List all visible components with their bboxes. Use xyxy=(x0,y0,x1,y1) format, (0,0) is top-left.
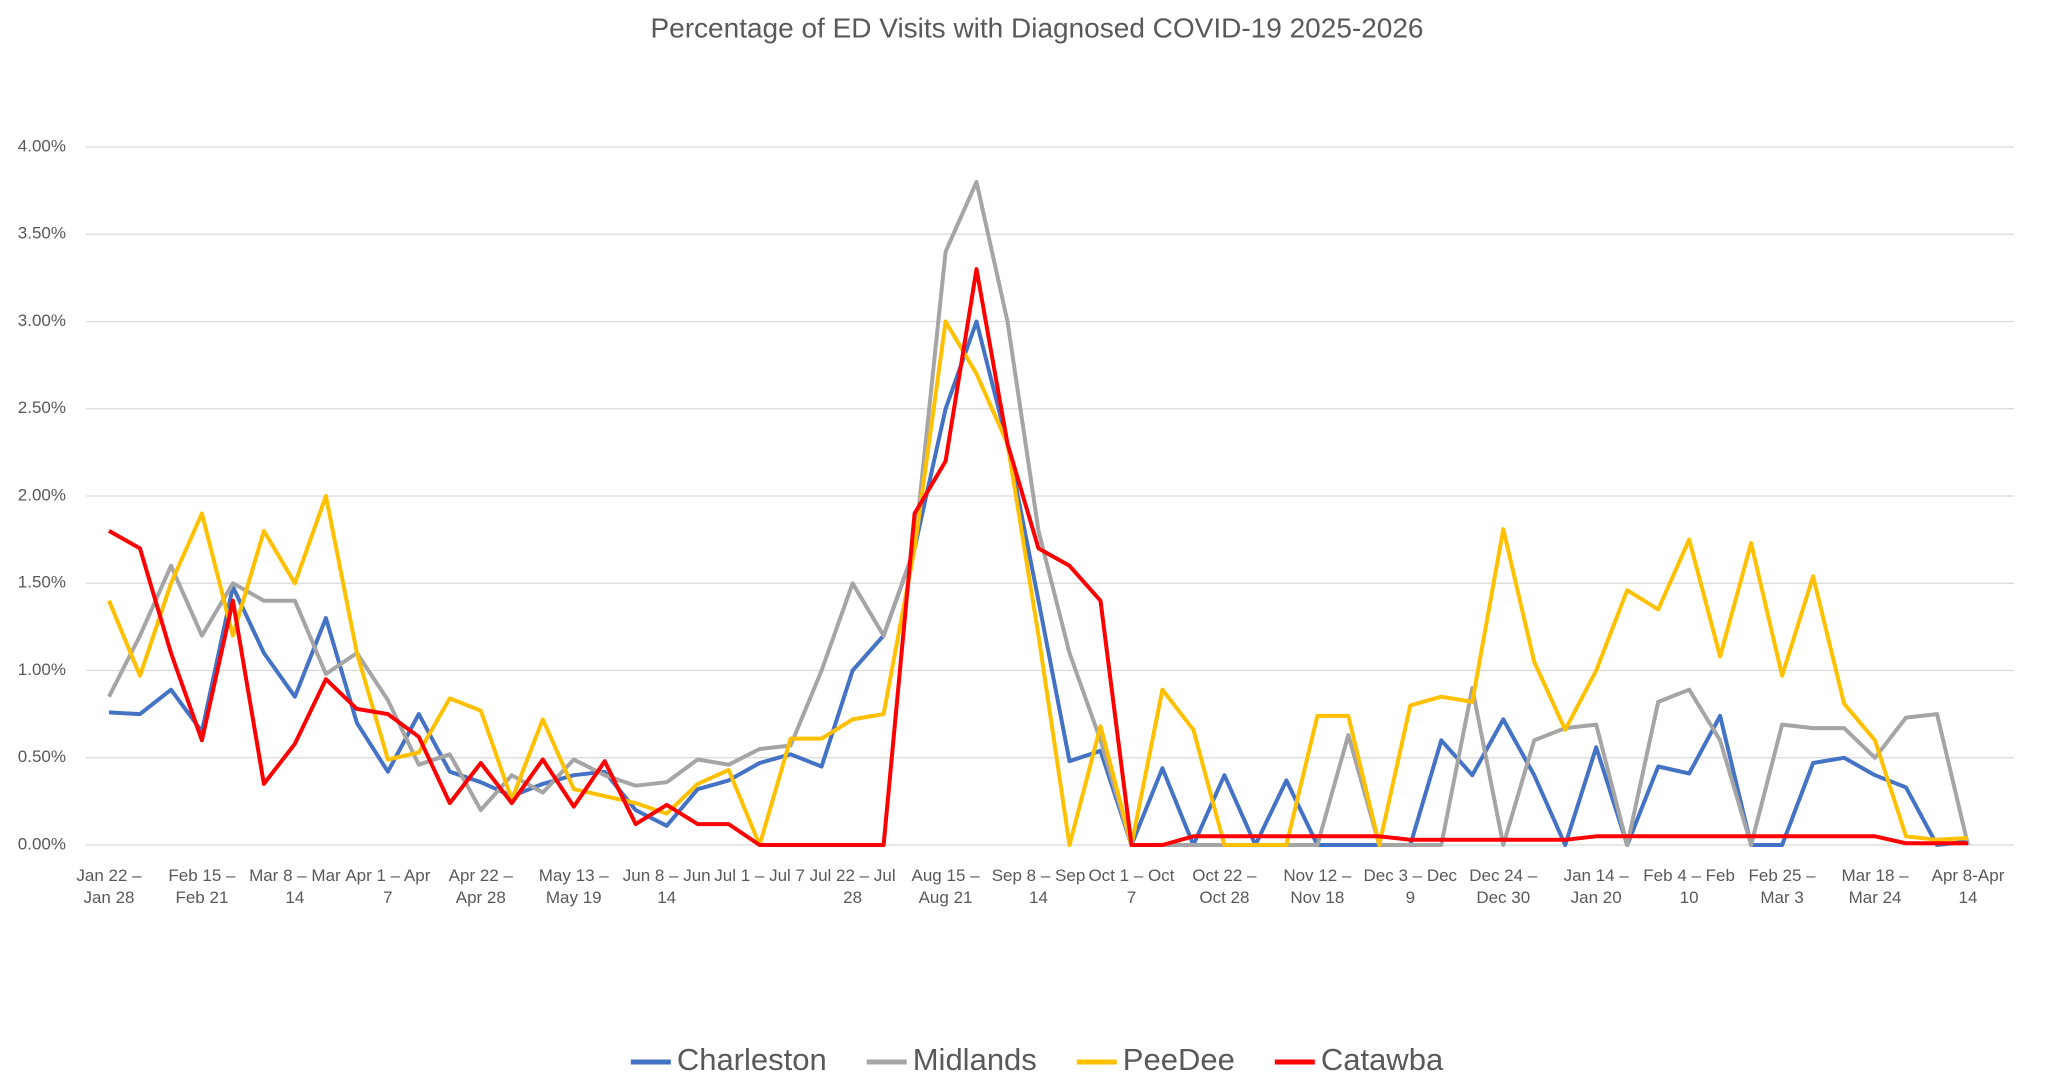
x-tick-label: Jul 22 – Jul 28 xyxy=(809,866,896,907)
x-tick-label: Feb 25 – Mar 3 xyxy=(1748,866,1816,907)
x-tick-label: Apr 22 – Apr 28 xyxy=(448,866,513,907)
x-tick-label: Feb 15 – Feb 21 xyxy=(168,866,236,907)
legend-label: Catawba xyxy=(1321,1042,1444,1077)
x-tick-label: Dec 24 – Dec 30 xyxy=(1469,866,1538,907)
x-tick-label: Jun 8 – Jun 14 xyxy=(622,866,711,907)
x-tick-label: Feb 4 – Feb 10 xyxy=(1643,866,1735,907)
x-tick-label: Apr 1 – Apr 7 xyxy=(345,866,431,907)
x-tick-label: May 13 – May 19 xyxy=(538,866,609,907)
series-line xyxy=(107,319,1969,847)
legend-label: Midlands xyxy=(913,1042,1037,1077)
legend-label: PeeDee xyxy=(1123,1042,1235,1077)
y-tick-label: 3.00% xyxy=(18,311,66,330)
series-line xyxy=(108,319,1969,847)
x-tick-label: Oct 22 – Oct 28 xyxy=(1192,866,1257,907)
y-tick-label: 1.50% xyxy=(18,573,66,592)
legend-label: Charleston xyxy=(677,1042,827,1077)
series-line xyxy=(108,267,1968,847)
x-tick-label: Jul 1 – Jul 7 xyxy=(714,866,805,885)
chart-title: Percentage of ED Visits with Diagnosed C… xyxy=(650,12,1423,43)
y-tick-label: 2.50% xyxy=(18,398,66,417)
series-line xyxy=(107,179,1970,847)
x-tick-label: Aug 15 – Aug 21 xyxy=(911,866,980,907)
x-tick-label: Oct 1 – Oct 7 xyxy=(1088,866,1175,907)
x-tick-label: Mar 8 – Mar 14 xyxy=(249,866,341,907)
x-tick-label: Mar 18 – Mar 24 xyxy=(1841,866,1909,907)
x-tick-label: Apr 8-Apr 14 xyxy=(1931,866,2005,907)
y-tick-label: 2.00% xyxy=(18,485,66,504)
y-tick-label: 1.00% xyxy=(18,660,66,679)
y-tick-label: 4.00% xyxy=(18,136,66,155)
y-tick-label: 0.50% xyxy=(18,747,66,766)
x-tick-label: Jan 14 – Jan 20 xyxy=(1563,866,1629,907)
x-tick-label: Dec 3 – Dec 9 xyxy=(1363,866,1458,907)
y-tick-label: 3.50% xyxy=(18,224,66,243)
x-tick-label: Jan 22 – Jan 28 xyxy=(76,866,142,907)
x-tick-label: Sep 8 – Sep 14 xyxy=(991,866,1086,907)
x-tick-label: Nov 12 – Nov 18 xyxy=(1283,866,1352,907)
y-tick-label: 0.00% xyxy=(18,834,66,853)
